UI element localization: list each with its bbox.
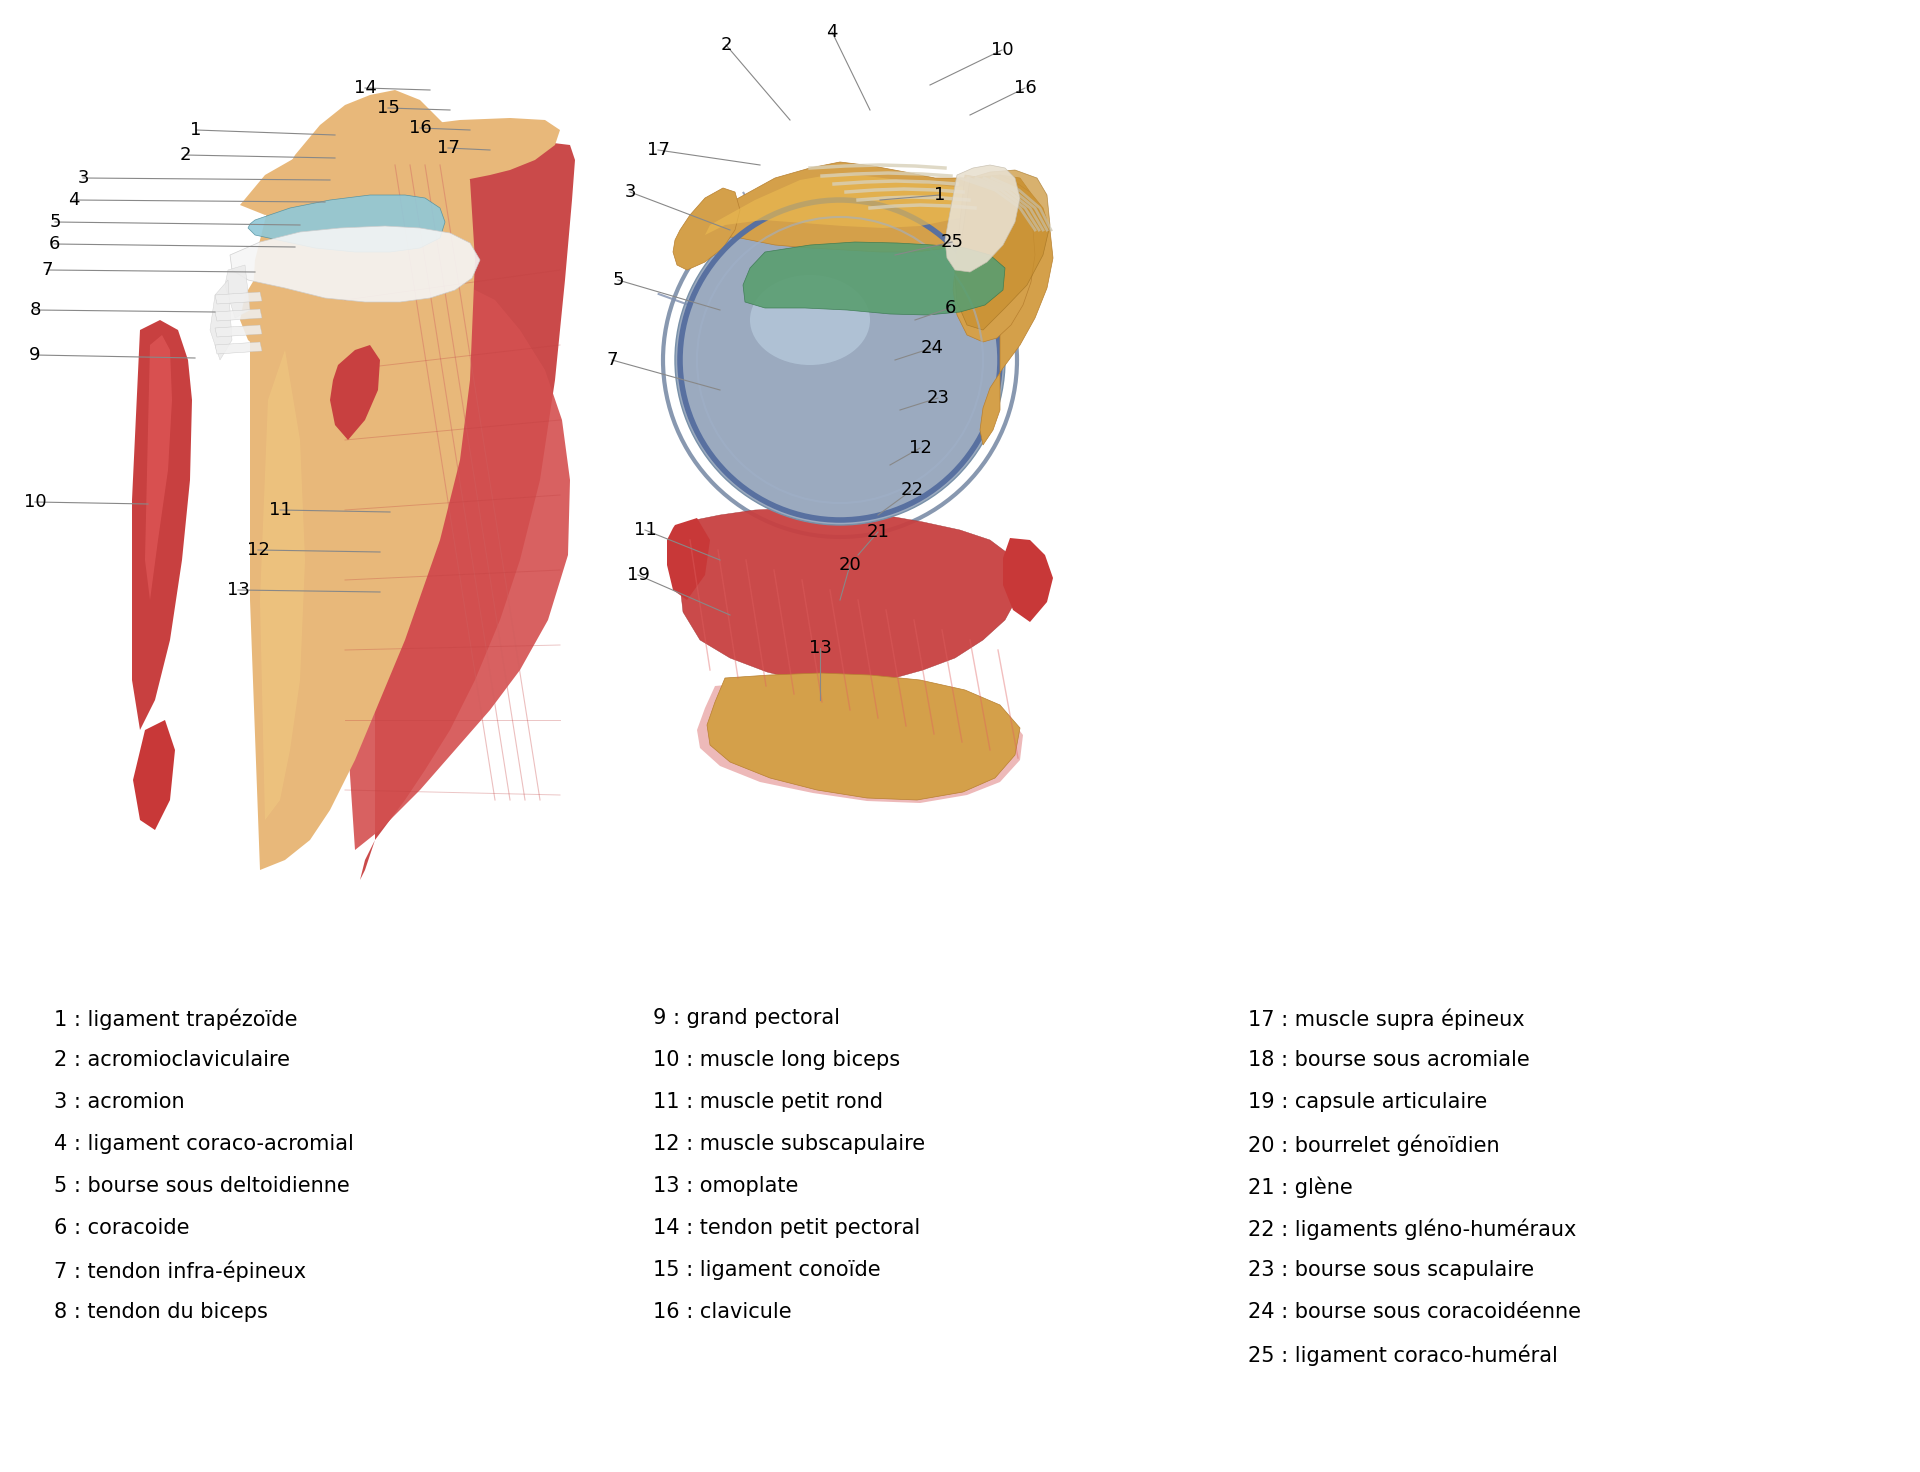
Text: 4 : ligament coraco-acromial: 4 : ligament coraco-acromial [54,1133,353,1154]
Text: 3: 3 [624,183,636,202]
Circle shape [676,194,1004,526]
Text: 19: 19 [626,567,649,584]
Text: 25: 25 [941,233,964,252]
Polygon shape [240,118,561,215]
Polygon shape [215,291,261,305]
Text: 19 : capsule articulaire: 19 : capsule articulaire [1248,1092,1488,1111]
Polygon shape [945,165,1020,272]
Text: 7: 7 [607,350,618,369]
Polygon shape [1002,537,1052,623]
Text: 8 : tendon du biceps: 8 : tendon du biceps [54,1303,267,1322]
Text: 4: 4 [69,191,81,209]
Text: 10 : muscle long biceps: 10 : muscle long biceps [653,1050,900,1070]
Polygon shape [687,162,1029,252]
Polygon shape [954,169,1050,330]
Text: 6: 6 [48,236,60,253]
Text: 10: 10 [991,41,1014,59]
Text: 13 : omoplate: 13 : omoplate [653,1176,799,1195]
Polygon shape [330,344,380,440]
Text: 25 : ligament coraco-huméral: 25 : ligament coraco-huméral [1248,1344,1557,1366]
Text: 7 : tendon infra-épineux: 7 : tendon infra-épineux [54,1260,305,1282]
Text: 12: 12 [246,542,269,559]
Text: 20: 20 [839,556,862,574]
Text: 11: 11 [269,500,292,520]
Ellipse shape [751,275,870,365]
Text: 17 : muscle supra épineux: 17 : muscle supra épineux [1248,1008,1524,1029]
Text: 24 : bourse sous coracoidéenne: 24 : bourse sous coracoidéenne [1248,1303,1580,1322]
Polygon shape [952,175,1035,342]
Text: 16: 16 [409,119,432,137]
Text: 11: 11 [634,521,657,539]
Text: 13: 13 [808,639,831,657]
Text: 5 : bourse sous deltoidienne: 5 : bourse sous deltoidienne [54,1176,349,1195]
Polygon shape [215,342,261,353]
Text: 14: 14 [353,79,376,97]
Text: 16 : clavicule: 16 : clavicule [653,1303,791,1322]
Text: 1: 1 [935,185,947,205]
Text: 8: 8 [29,300,40,319]
Polygon shape [259,350,305,820]
Polygon shape [215,309,261,321]
Polygon shape [697,680,1023,804]
Text: 7: 7 [40,261,52,280]
Text: 22 : ligaments gléno-huméraux: 22 : ligaments gléno-huméraux [1248,1217,1576,1239]
Text: 17: 17 [436,138,459,158]
Text: 22: 22 [900,481,924,499]
Text: 3 : acromion: 3 : acromion [54,1092,184,1111]
Text: 12 : muscle subscapulaire: 12 : muscle subscapulaire [653,1133,925,1154]
Polygon shape [132,720,175,830]
Polygon shape [132,319,192,730]
Text: 13: 13 [227,581,250,599]
Text: 3: 3 [77,169,88,187]
Polygon shape [248,194,445,252]
Text: 21: 21 [866,523,889,542]
Polygon shape [146,336,173,601]
Polygon shape [705,174,1010,236]
Polygon shape [361,141,574,880]
Polygon shape [338,286,570,849]
Text: 2: 2 [179,146,190,163]
Text: 9: 9 [29,346,40,364]
Polygon shape [979,175,1052,445]
Text: 17: 17 [647,141,670,159]
Text: 1 : ligament trapézoïde: 1 : ligament trapézoïde [54,1008,298,1029]
Text: 15: 15 [376,99,399,116]
Text: 5: 5 [50,213,61,231]
Text: 20 : bourrelet génoïdien: 20 : bourrelet génoïdien [1248,1133,1500,1156]
Text: 21 : glène: 21 : glène [1248,1176,1354,1198]
Polygon shape [666,518,710,601]
Polygon shape [680,508,1020,684]
Text: 6: 6 [945,299,956,316]
Text: 23: 23 [927,389,950,406]
Polygon shape [250,90,474,870]
Text: 11 : muscle petit rond: 11 : muscle petit rond [653,1092,883,1111]
Text: 16: 16 [1014,79,1037,97]
Text: 15 : ligament conoïde: 15 : ligament conoïde [653,1260,881,1281]
Text: 23 : bourse sous scapulaire: 23 : bourse sous scapulaire [1248,1260,1534,1281]
Polygon shape [707,673,1020,799]
Polygon shape [215,325,261,337]
Text: 2 : acromioclaviculaire: 2 : acromioclaviculaire [54,1050,290,1070]
Text: 14 : tendon petit pectoral: 14 : tendon petit pectoral [653,1217,920,1238]
Text: 6 : coracoide: 6 : coracoide [54,1217,190,1238]
Text: 18 : bourse sous acromiale: 18 : bourse sous acromiale [1248,1050,1530,1070]
Text: 2: 2 [720,35,732,54]
Polygon shape [209,280,232,361]
Polygon shape [240,205,319,355]
Text: 4: 4 [826,24,837,41]
Text: 24: 24 [920,339,943,358]
Text: 1: 1 [190,121,202,138]
Polygon shape [743,241,1004,315]
Polygon shape [674,188,739,269]
Text: 10: 10 [23,493,46,511]
Text: 12: 12 [908,439,931,456]
Text: 9 : grand pectoral: 9 : grand pectoral [653,1008,839,1027]
Text: 5: 5 [612,271,624,289]
Polygon shape [225,265,250,318]
Polygon shape [230,227,480,302]
